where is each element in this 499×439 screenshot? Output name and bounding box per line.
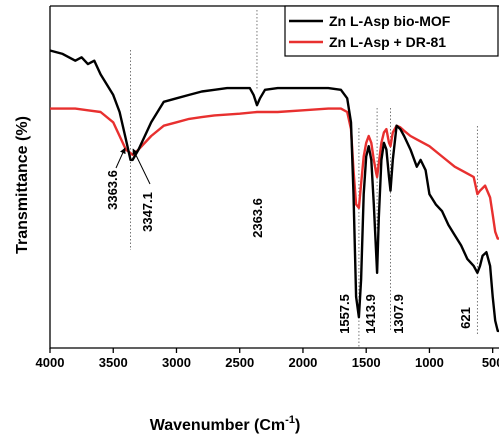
series-layer (49, 49, 499, 333)
peak-label: 1557.5 (337, 294, 352, 334)
x-tick-label: 2500 (225, 355, 254, 370)
legend-label: Zn L-Asp bio-MOF (329, 13, 451, 29)
legend-box (284, 5, 499, 57)
peak-label: 3347.1 (140, 192, 155, 232)
x-axis-title-main: Wavenumber (Cm (150, 417, 285, 434)
peak-label: 1413.9 (363, 294, 378, 334)
peak-label: 621 (458, 307, 473, 329)
y-axis-title: Transmittance (%) (14, 116, 31, 254)
peak-label: 1307.9 (391, 294, 406, 334)
legend: Zn L-Asp bio-MOF Zn L-Asp + DR-81 (284, 5, 499, 57)
peak-arrow (115, 147, 126, 169)
x-tick-label: 3000 (162, 355, 191, 370)
x-tick-label: 500 (482, 355, 499, 370)
x-tick-label: 2000 (288, 355, 317, 370)
series-line (49, 49, 499, 333)
x-axis-title-superscript: -1 (285, 414, 295, 426)
x-tick-label: 1000 (415, 355, 444, 370)
x-axis: 4000 3500 3000 2500 2000 1500 1000 500 (36, 348, 499, 370)
x-tick-label: 1500 (352, 355, 381, 370)
peak-annotations: 3363.6 3347.1 2363.6 1557.5 1413.9 1307.9 621 (105, 147, 473, 334)
legend-label: Zn L-Asp + DR-81 (329, 34, 446, 50)
peak-guide-lines (130, 10, 478, 348)
peak-label: 2363.6 (250, 198, 265, 238)
x-tick-label: 3500 (99, 355, 128, 370)
peak-arrow (132, 148, 151, 185)
x-tick-label: 4000 (36, 355, 65, 370)
x-axis-title: Wavenumber (Cm-1) (150, 414, 301, 434)
peak-label: 3363.6 (105, 170, 120, 210)
x-axis-title-close: ) (295, 417, 300, 434)
